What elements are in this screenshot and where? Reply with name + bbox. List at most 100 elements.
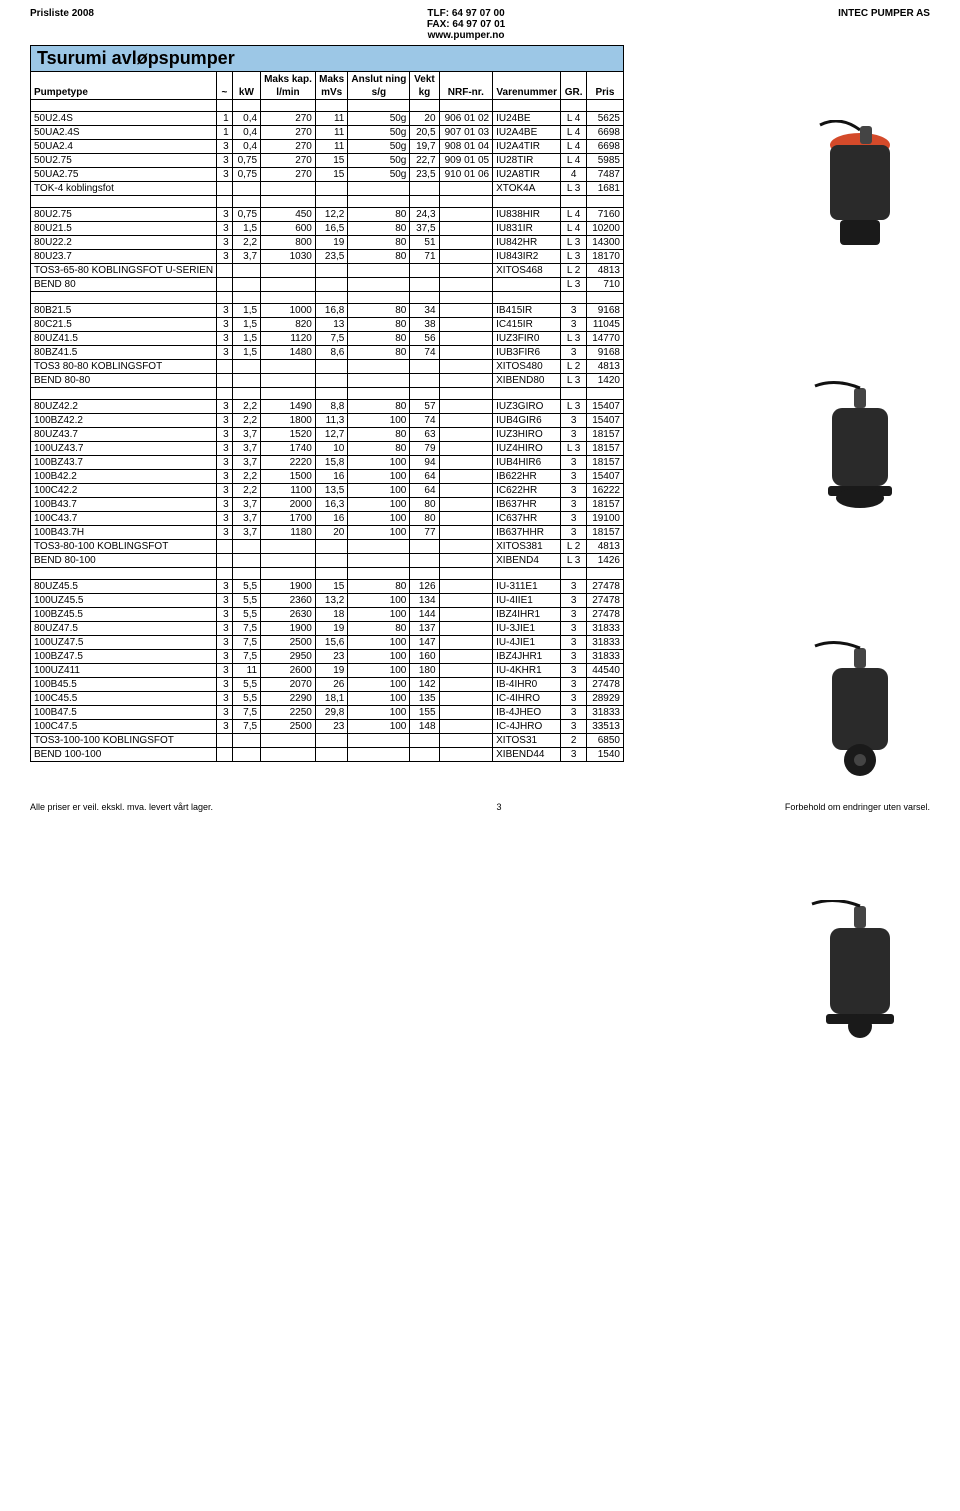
table-cell: 80UZ47.5 bbox=[31, 622, 217, 636]
table-cell: L 2 bbox=[561, 360, 587, 374]
table-cell bbox=[348, 278, 410, 292]
table-cell: 1900 bbox=[261, 580, 316, 594]
table-cell: 19,7 bbox=[410, 140, 439, 154]
table-cell: 50g bbox=[348, 168, 410, 182]
table-cell bbox=[315, 278, 348, 292]
table-cell: L 2 bbox=[561, 264, 587, 278]
table-cell: 1520 bbox=[261, 428, 316, 442]
table-cell: 16 bbox=[315, 470, 348, 484]
table-cell bbox=[439, 304, 493, 318]
table-cell: 63 bbox=[410, 428, 439, 442]
table-cell: 3 bbox=[217, 622, 233, 636]
table-cell: 3 bbox=[561, 580, 587, 594]
table-cell bbox=[439, 706, 493, 720]
table-cell: 7,5 bbox=[232, 650, 260, 664]
table-row: 50UA2.4S10,42701150g20,5907 01 03IU2A4BE… bbox=[31, 126, 624, 140]
table-cell: 1800 bbox=[261, 414, 316, 428]
table-cell: L 3 bbox=[561, 554, 587, 568]
col-header-top bbox=[493, 72, 561, 86]
table-row: 100B42.232,215001610064IB622HR315407 bbox=[31, 470, 624, 484]
col-header-top bbox=[31, 72, 217, 86]
table-cell: 29,8 bbox=[315, 706, 348, 720]
table-cell bbox=[439, 664, 493, 678]
table-row: 100UZ43.733,71740108079IUZ4HIROL 318157 bbox=[31, 442, 624, 456]
table-cell bbox=[315, 374, 348, 388]
table-cell: 100 bbox=[348, 664, 410, 678]
table-cell bbox=[493, 278, 561, 292]
table-cell: 0,4 bbox=[232, 112, 260, 126]
table-cell: 100BZ42.2 bbox=[31, 414, 217, 428]
table-cell: 2500 bbox=[261, 720, 316, 734]
table-cell: 14300 bbox=[586, 236, 623, 250]
table-row: 100BZ47.537,5295023100160IBZ4JHR1331833 bbox=[31, 650, 624, 664]
table-row: BEND 100-100XIBEND4431540 bbox=[31, 748, 624, 762]
table-cell: BEND 100-100 bbox=[31, 748, 217, 762]
table-cell: 80 bbox=[410, 512, 439, 526]
table-cell: 0,75 bbox=[232, 154, 260, 168]
price-table: Maks kap.MaksAnslut ningVektPumpetype~kW… bbox=[30, 71, 624, 762]
table-cell: 80 bbox=[348, 318, 410, 332]
table-cell: 3,7 bbox=[232, 456, 260, 470]
table-cell: 15407 bbox=[586, 414, 623, 428]
table-cell: 100 bbox=[348, 498, 410, 512]
table-cell: 20 bbox=[410, 112, 439, 126]
table-cell: 3 bbox=[217, 484, 233, 498]
table-cell: 6698 bbox=[586, 126, 623, 140]
table-cell bbox=[315, 540, 348, 554]
table-cell: 5,5 bbox=[232, 608, 260, 622]
table-cell bbox=[410, 734, 439, 748]
table-row: 80UZ42.232,214908,88057IUZ3GIROL 315407 bbox=[31, 400, 624, 414]
table-row: 100C42.232,2110013,510064IC622HR316222 bbox=[31, 484, 624, 498]
table-row: TOK-4 koblingsfotXTOK4AL 31681 bbox=[31, 182, 624, 196]
table-cell: L 3 bbox=[561, 278, 587, 292]
table-cell: 51 bbox=[410, 236, 439, 250]
table-cell: 1,5 bbox=[232, 318, 260, 332]
table-cell: 38 bbox=[410, 318, 439, 332]
table-cell: 100 bbox=[348, 594, 410, 608]
table-cell: 3 bbox=[217, 594, 233, 608]
table-cell: 910 01 06 bbox=[439, 168, 493, 182]
table-cell: 14770 bbox=[586, 332, 623, 346]
table-cell: 80U23.7 bbox=[31, 250, 217, 264]
table-row: 50UA2.7530,752701550g23,5910 01 06IU2A8T… bbox=[31, 168, 624, 182]
table-cell: 100 bbox=[348, 608, 410, 622]
table-cell bbox=[217, 540, 233, 554]
table-cell bbox=[232, 360, 260, 374]
table-cell: 148 bbox=[410, 720, 439, 734]
col-header-top bbox=[439, 72, 493, 86]
table-cell bbox=[348, 374, 410, 388]
table-cell: 2500 bbox=[261, 636, 316, 650]
table-cell: 8,8 bbox=[315, 400, 348, 414]
table-cell: L 3 bbox=[561, 236, 587, 250]
table-cell bbox=[217, 182, 233, 196]
table-cell bbox=[439, 400, 493, 414]
table-cell: 100UZ45.5 bbox=[31, 594, 217, 608]
table-cell: 9168 bbox=[586, 304, 623, 318]
table-cell: XITOS381 bbox=[493, 540, 561, 554]
table-cell: 3 bbox=[561, 526, 587, 540]
table-cell bbox=[217, 748, 233, 762]
table-cell: 11 bbox=[232, 664, 260, 678]
table-cell: 9168 bbox=[586, 346, 623, 360]
table-cell: 1120 bbox=[261, 332, 316, 346]
table-cell: TOS3-65-80 KOBLINGSFOT U-SERIEN bbox=[31, 264, 217, 278]
table-cell: 100B43.7H bbox=[31, 526, 217, 540]
table-cell: IUZ4HIRO bbox=[493, 442, 561, 456]
table-cell: 100B42.2 bbox=[31, 470, 217, 484]
table-cell: 2,2 bbox=[232, 470, 260, 484]
table-cell bbox=[439, 236, 493, 250]
table-cell: 37,5 bbox=[410, 222, 439, 236]
table-cell: 3 bbox=[561, 720, 587, 734]
table-cell: 3 bbox=[217, 720, 233, 734]
table-cell: 1740 bbox=[261, 442, 316, 456]
table-cell bbox=[261, 748, 316, 762]
table-cell: IU2A4BE bbox=[493, 126, 561, 140]
table-cell: IB415IR bbox=[493, 304, 561, 318]
table-cell: 3 bbox=[561, 346, 587, 360]
table-cell: IU843IR2 bbox=[493, 250, 561, 264]
table-cell: 8,6 bbox=[315, 346, 348, 360]
table-cell: 710 bbox=[586, 278, 623, 292]
table-cell: IU838HIR bbox=[493, 208, 561, 222]
table-cell: 3 bbox=[217, 168, 233, 182]
table-cell: XITOS468 bbox=[493, 264, 561, 278]
